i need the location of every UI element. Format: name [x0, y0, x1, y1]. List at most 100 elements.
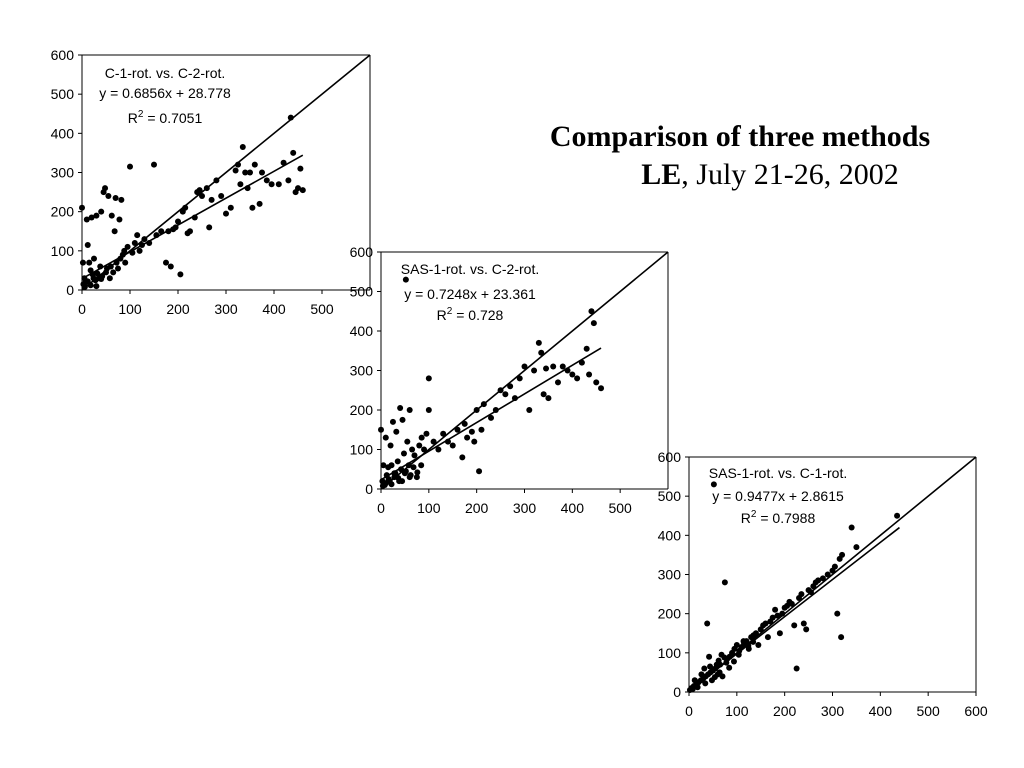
data-point — [139, 241, 145, 248]
data-point — [788, 600, 795, 607]
y-tick-label: 300 — [350, 363, 374, 379]
data-point — [93, 283, 100, 290]
data-point — [721, 654, 728, 661]
data-point — [698, 671, 705, 678]
data-point — [416, 442, 423, 449]
data-point — [704, 620, 711, 627]
data-point — [102, 185, 109, 192]
data-point — [232, 167, 239, 174]
data-point — [86, 259, 93, 266]
data-point — [476, 468, 483, 475]
data-point — [121, 247, 128, 254]
x-tick-label: 200 — [773, 703, 797, 719]
equation-label: y = 0.6856x + 28.778 — [99, 85, 231, 101]
data-point — [480, 401, 487, 408]
data-point — [593, 379, 600, 386]
data-point — [112, 194, 119, 201]
data-point — [831, 563, 838, 570]
data-point — [406, 474, 413, 481]
data-point — [764, 634, 771, 641]
data-point — [402, 468, 409, 475]
data-point — [196, 187, 203, 194]
y-tick-label: 200 — [51, 204, 75, 220]
data-point — [473, 407, 480, 413]
data-point — [134, 232, 141, 239]
data-point — [287, 114, 294, 121]
data-point — [853, 544, 860, 551]
data-point — [706, 653, 713, 660]
equation-label: y = 0.7248x + 23.361 — [404, 286, 536, 302]
data-point — [694, 684, 701, 691]
data-point — [275, 181, 282, 188]
y-tick-label: 600 — [51, 47, 75, 63]
data-point — [824, 571, 831, 578]
data-point — [425, 407, 432, 413]
data-point — [91, 255, 97, 262]
y-tick-label: 100 — [51, 243, 75, 259]
data-point — [213, 177, 220, 184]
data-point — [191, 214, 198, 221]
data-point — [454, 426, 461, 433]
r-squared-label: R2 = 0.7988 — [741, 509, 816, 526]
data-point — [88, 214, 95, 221]
data-point — [707, 663, 714, 670]
data-point — [421, 446, 428, 453]
data-point — [740, 638, 747, 645]
data-point — [488, 414, 495, 421]
data-point — [385, 476, 392, 483]
data-point — [110, 269, 117, 276]
data-point — [803, 626, 810, 633]
data-point — [299, 187, 306, 194]
data-point — [106, 275, 113, 282]
data-point — [564, 367, 571, 374]
data-point — [105, 193, 112, 199]
x-tick-label: 400 — [262, 301, 286, 317]
data-point — [471, 438, 478, 445]
data-point — [388, 481, 395, 488]
data-point — [702, 680, 709, 687]
data-point — [131, 240, 138, 246]
data-point — [295, 185, 301, 192]
x-tick-label: 600 — [964, 703, 988, 719]
y-tick-label: 600 — [658, 449, 682, 465]
data-point — [750, 638, 757, 645]
data-point — [807, 589, 814, 596]
data-point — [726, 664, 733, 671]
data-point — [397, 405, 404, 412]
x-tick-label: 100 — [725, 703, 749, 719]
data-point — [406, 407, 413, 413]
data-point — [468, 428, 475, 435]
data-point — [791, 622, 798, 629]
data-point — [776, 630, 783, 637]
y-tick-label: 200 — [658, 606, 682, 622]
data-point — [263, 177, 270, 184]
data-point — [247, 169, 253, 176]
data-point — [405, 462, 412, 469]
data-point — [435, 446, 442, 453]
data-point — [819, 575, 826, 582]
data-point — [531, 367, 538, 374]
data-point — [242, 169, 249, 176]
data-point — [297, 165, 304, 172]
data-point — [598, 385, 605, 392]
data-point — [87, 282, 94, 289]
data-point — [540, 391, 547, 398]
data-point — [511, 395, 518, 402]
data-point — [526, 407, 533, 413]
series-name-label: SAS-1-rot. vs. C-1-rot. — [709, 465, 847, 481]
data-point — [772, 606, 779, 613]
data-point — [118, 196, 125, 203]
series-name-label: C-1-rot. vs. C-2-rot. — [105, 65, 226, 81]
data-point — [578, 359, 585, 366]
data-point — [516, 375, 523, 382]
x-tick-label: 0 — [685, 703, 693, 719]
data-point — [107, 263, 114, 270]
data-point — [206, 224, 213, 231]
x-tick-label: 300 — [214, 301, 238, 317]
data-point — [399, 478, 406, 485]
data-point — [733, 642, 740, 648]
y-tick-label: 400 — [658, 527, 682, 543]
y-tick-label: 200 — [350, 402, 374, 418]
data-point — [391, 470, 398, 477]
